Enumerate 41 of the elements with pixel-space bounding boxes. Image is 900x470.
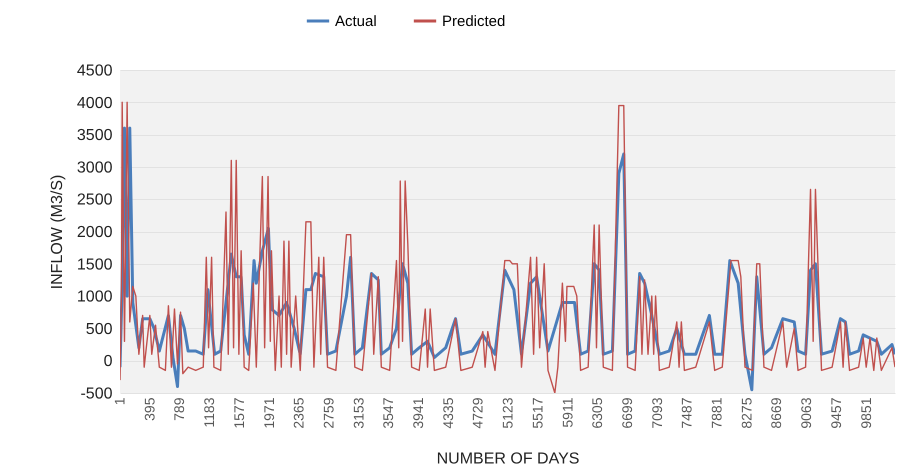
x-tick-label: 7487	[678, 397, 695, 429]
x-tick-label: 9457	[828, 397, 844, 429]
x-tick-label: 8275	[738, 397, 754, 429]
x-tick-label: 1	[112, 397, 128, 406]
x-tick-label: 9063	[798, 397, 814, 429]
x-tick-label: 1971	[260, 397, 277, 429]
x-tick-label: 7881	[708, 397, 725, 429]
x-tick-label: 4729	[470, 397, 486, 429]
y-tick-label: 2000	[76, 224, 113, 241]
y-axis-title: INFLOW (M3/S)	[48, 174, 66, 290]
x-tick-label: 4335	[440, 397, 456, 429]
y-tick-label: 1000	[76, 288, 113, 306]
x-tick-label: 9851	[858, 397, 874, 429]
legend-label: Actual	[335, 13, 377, 30]
legend-label: Predicted	[442, 13, 506, 30]
x-axis-title: NUMBER OF DAYS	[436, 450, 580, 468]
x-tick-label: 5123	[500, 397, 516, 429]
y-tick-label: -500	[80, 386, 113, 402]
y-tick-label: 3500	[76, 127, 113, 144]
x-tick-label: 8669	[768, 397, 784, 429]
x-tick-label: 6305	[589, 397, 606, 429]
x-tick-label: 3547	[380, 397, 396, 429]
x-tick-label: 3941	[410, 397, 426, 429]
y-tick-label: 2500	[76, 192, 113, 209]
y-tick-label: 0	[104, 353, 113, 370]
x-tick-label: 1183	[201, 397, 218, 428]
x-tick-label: 2759	[320, 397, 336, 429]
x-tick-label: 5517	[529, 397, 546, 429]
x-tick-label: 3153	[350, 397, 366, 429]
x-tick-label: 2365	[290, 397, 307, 429]
y-tick-label: 4000	[76, 94, 113, 112]
x-tick-label: 6699	[618, 397, 635, 429]
y-tick-label: 4500	[76, 62, 113, 80]
y-tick-label: 1500	[76, 256, 113, 274]
x-tick-label: 5911	[559, 397, 576, 428]
x-tick-label: 7093	[648, 397, 665, 429]
y-tick-label: 3000	[76, 159, 113, 176]
x-tick-label: 1577	[230, 397, 247, 429]
y-tick-label: 500	[86, 320, 113, 338]
x-tick-label: 395	[141, 397, 158, 421]
x-tick-label: 789	[171, 397, 188, 421]
